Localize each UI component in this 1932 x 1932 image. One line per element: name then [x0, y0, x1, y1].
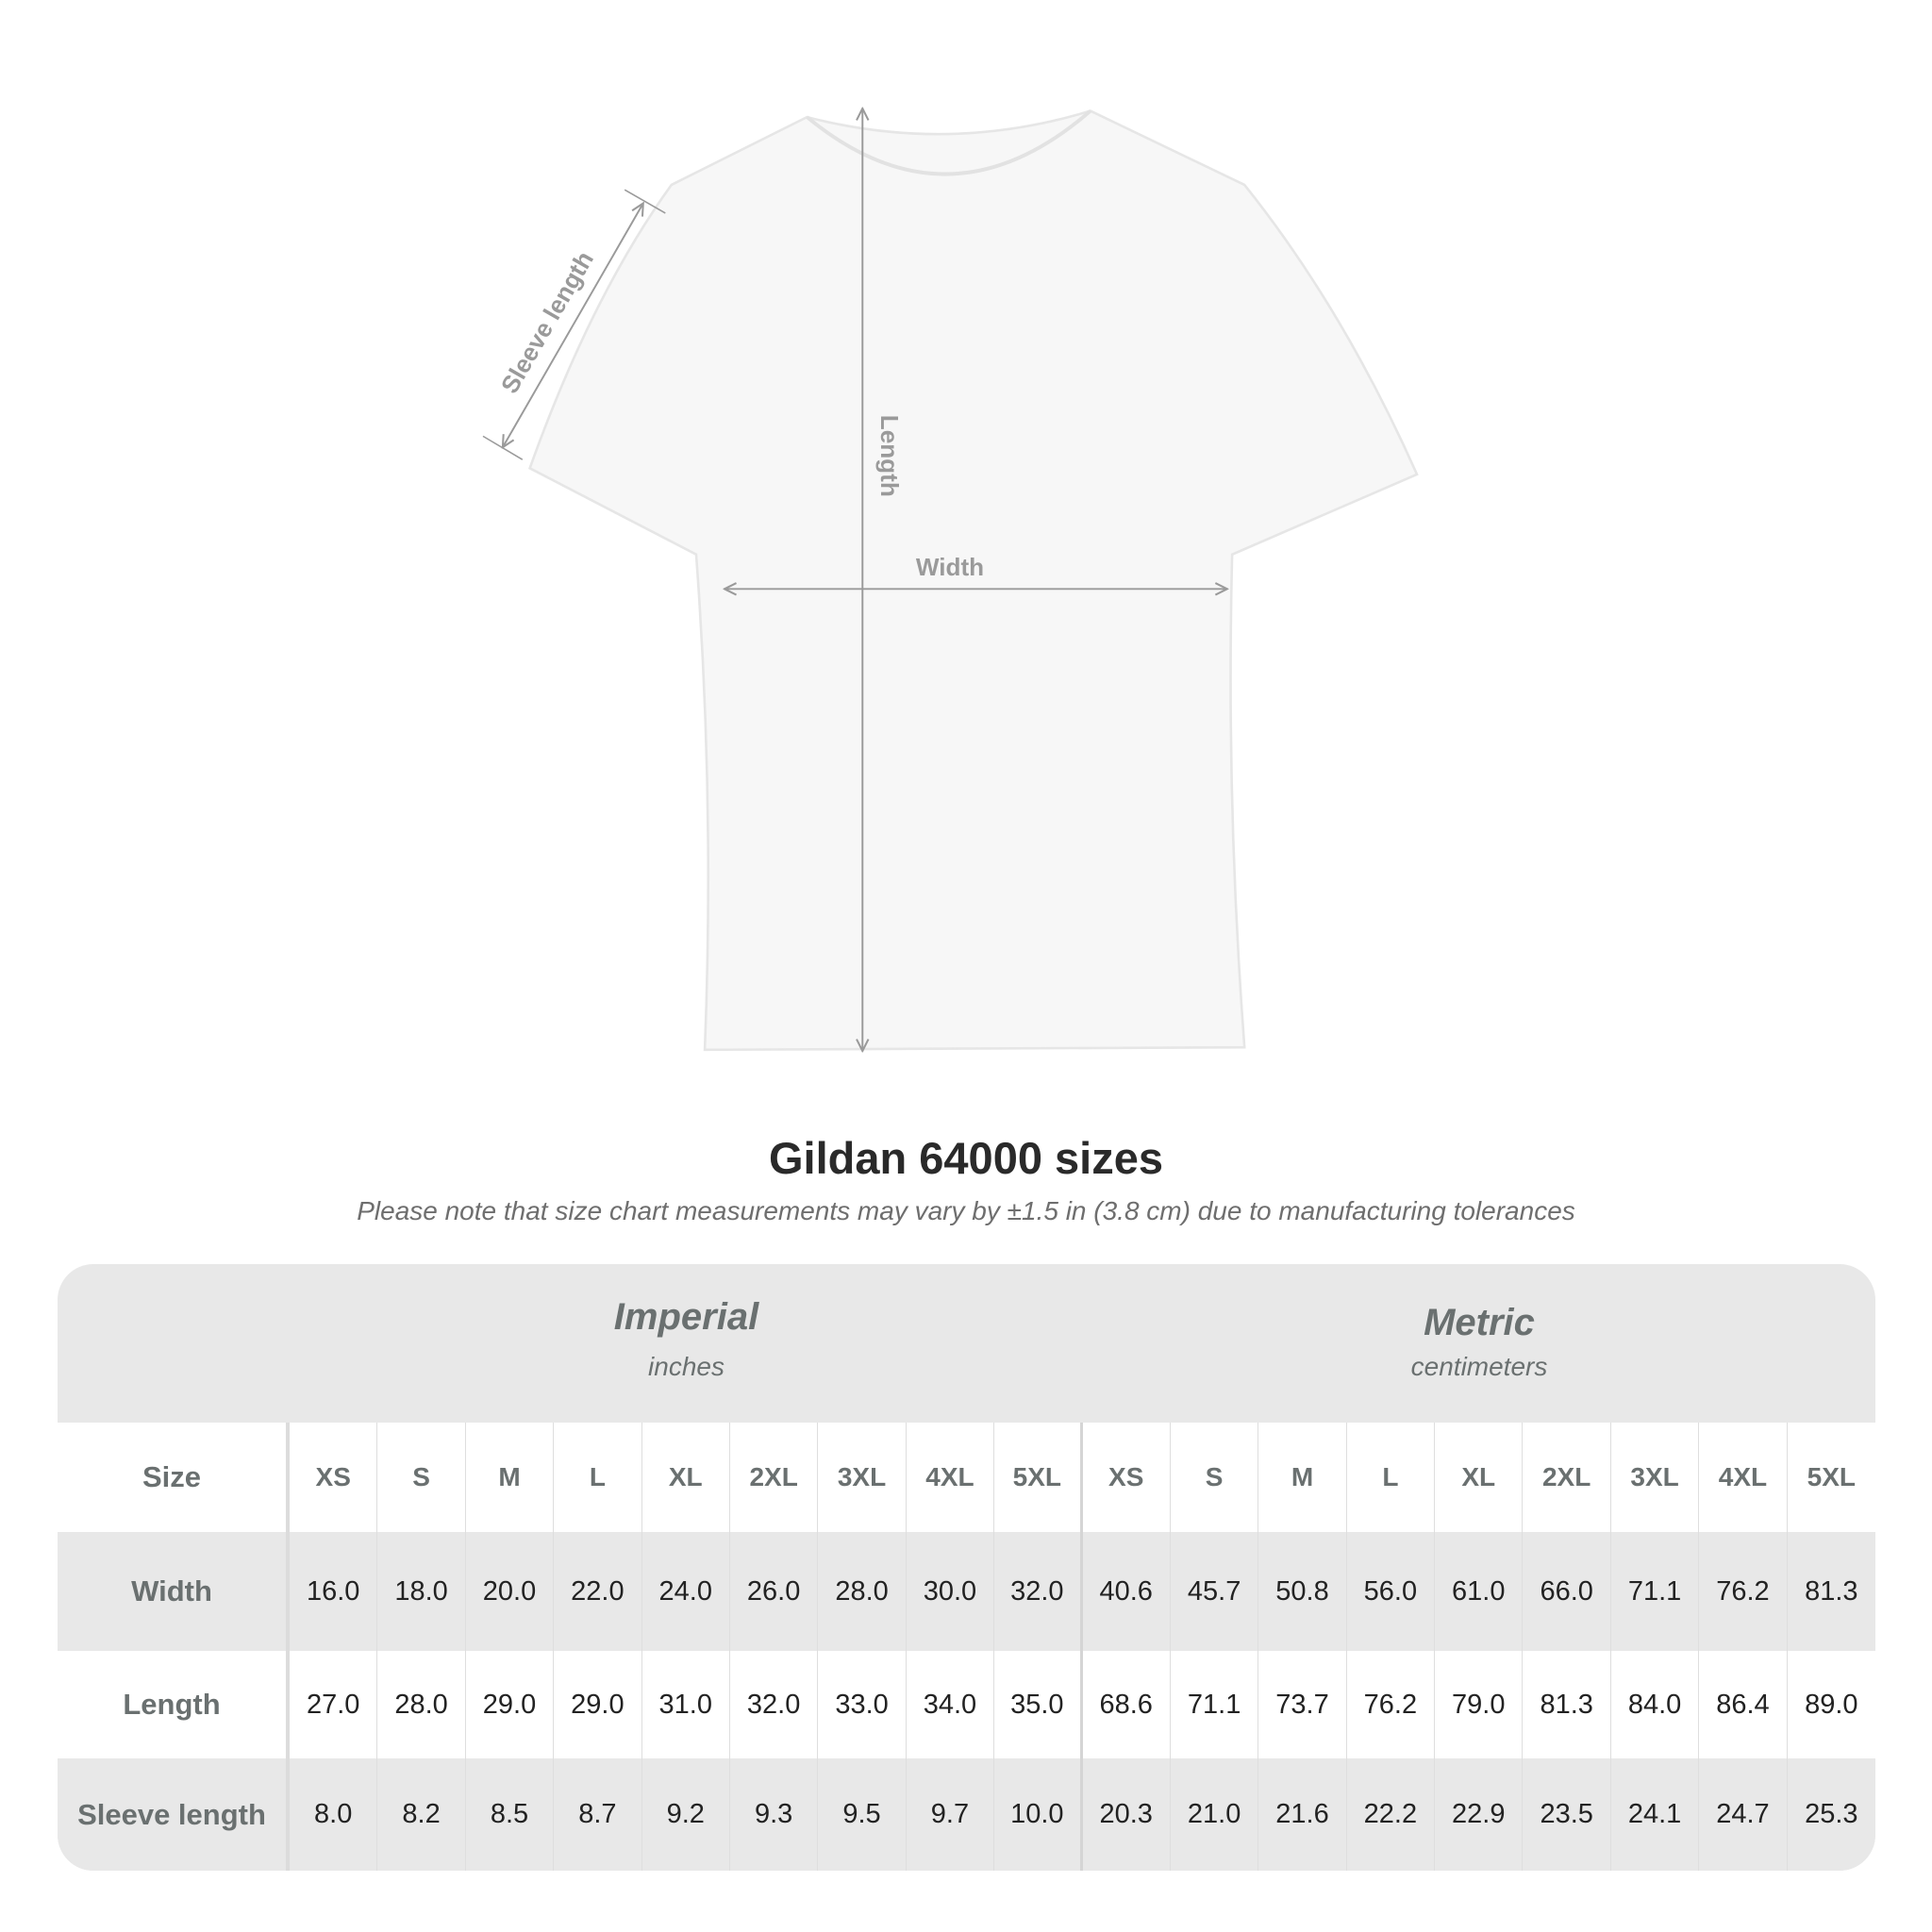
size-header-metric: XL	[1435, 1423, 1524, 1532]
table-cell-imperial: 32.0	[994, 1532, 1083, 1651]
table-cell-metric: 79.0	[1435, 1651, 1524, 1758]
table-cell-metric: 76.2	[1347, 1651, 1436, 1758]
table-cell-imperial: 16.0	[290, 1532, 378, 1651]
table-cell-imperial: 34.0	[907, 1651, 995, 1758]
size-header-imperial: 4XL	[907, 1423, 995, 1532]
table-cell-metric: 25.3	[1805, 1799, 1858, 1829]
table-cell-imperial: 26.0	[730, 1532, 819, 1651]
table-cell-imperial: 27.0	[290, 1651, 378, 1758]
table-cell-metric: 84.0	[1611, 1651, 1700, 1758]
size-header-metric: 4XL	[1699, 1423, 1788, 1532]
imperial-unit: inches	[648, 1352, 724, 1381]
size-header-imperial: XS	[290, 1423, 378, 1532]
size-header-metric: S	[1171, 1423, 1259, 1532]
table-cell-imperial: 20.0	[466, 1532, 555, 1651]
table-cell-metric: 45.7	[1171, 1532, 1259, 1651]
table-cell-metric: 40.6	[1083, 1532, 1171, 1651]
table-cell-imperial: 28.0	[377, 1651, 466, 1758]
metric-header: Metric centimeters	[1083, 1264, 1875, 1423]
table-cell-metric: 61.0	[1435, 1532, 1524, 1651]
size-header-metric: M	[1258, 1423, 1347, 1532]
table-cell-metric: 86.4	[1699, 1651, 1788, 1758]
table-cell-imperial: 31.0	[642, 1651, 730, 1758]
table-cell-imperial: 30.0	[907, 1532, 995, 1651]
table-cell-metric: 21.0	[1171, 1758, 1259, 1871]
table-cell-imperial: 29.0	[466, 1651, 555, 1758]
table-cell-imperial: 8.7	[554, 1758, 642, 1871]
page-title: Gildan 64000 sizes	[768, 1133, 1164, 1183]
width-label: Width	[916, 553, 984, 581]
table-cell-imperial: 22.0	[554, 1532, 642, 1651]
table-cell-metric: 23.5	[1523, 1758, 1611, 1871]
tolerance-note: Please note that size chart measurements…	[357, 1196, 1575, 1225]
table-cell-imperial: 28.0	[818, 1532, 907, 1651]
table-cell-metric: 76.2	[1699, 1532, 1788, 1651]
length-label: Length	[875, 415, 904, 497]
table-row: Sleeve length 8.0 8.2 8.5 8.7 9.2 9.3 9.5 9.7 10.…	[58, 1758, 1875, 1871]
table-cell-metric: 22.2	[1347, 1758, 1436, 1871]
size-header-metric: 5XL	[1807, 1462, 1857, 1491]
metric-unit: centimeters	[1410, 1352, 1548, 1381]
table-cell-imperial: 10.0	[994, 1758, 1083, 1871]
size-header-row: Size XS S M L XL 2XL 3XL 4XL 5XL XS S M L XL 2XL 3XL 4XL 5…	[58, 1423, 1875, 1532]
table-cell-imperial: 8.2	[377, 1758, 466, 1871]
table-cell-metric: 89.0	[1805, 1689, 1858, 1720]
table-row: Width 16.0 18.0 20.0 22.0 24.0 26.0 28.0 30.0 32.…	[58, 1532, 1875, 1651]
table-cell-metric: 24.7	[1699, 1758, 1788, 1871]
table-cell-imperial: 35.0	[994, 1651, 1083, 1758]
table-cell-imperial: 32.0	[730, 1651, 819, 1758]
table-row: Length 27.0 28.0 29.0 29.0 31.0 32.0 33.0 34.0 35…	[58, 1651, 1875, 1758]
table-cell-metric: 68.6	[1083, 1651, 1171, 1758]
row-label: Width	[58, 1532, 290, 1651]
table-cell-imperial: 9.7	[907, 1758, 995, 1871]
table-cell-metric: 21.6	[1258, 1758, 1347, 1871]
table-cell-metric: 24.1	[1611, 1758, 1700, 1871]
size-header-metric: L	[1347, 1423, 1436, 1532]
table-cell-imperial: 8.5	[466, 1758, 555, 1871]
table-cell-metric: 71.1	[1171, 1651, 1259, 1758]
table-cell-imperial: 24.0	[642, 1532, 730, 1651]
size-header-imperial: M	[466, 1423, 555, 1532]
imperial-title: Imperial	[613, 1296, 759, 1338]
table-cell-imperial: 9.3	[730, 1758, 819, 1871]
table-cell-metric: 81.3	[1805, 1575, 1858, 1607]
table-cell-imperial: 18.0	[377, 1532, 466, 1651]
table-cell-metric: 66.0	[1523, 1532, 1611, 1651]
table-cell-imperial: 9.2	[642, 1758, 730, 1871]
size-header-imperial: 3XL	[818, 1423, 907, 1532]
size-table: Imperial inches Metric centimeters Size X…	[58, 1264, 1875, 1871]
size-header-imperial: L	[554, 1423, 642, 1532]
table-cell-metric: 71.1	[1611, 1532, 1700, 1651]
table-cell-imperial: 9.5	[818, 1758, 907, 1871]
size-header-imperial: S	[377, 1423, 466, 1532]
size-header-metric: XS	[1083, 1423, 1171, 1532]
table-cell-metric: 73.7	[1258, 1651, 1347, 1758]
table-cell-imperial: 33.0	[818, 1651, 907, 1758]
table-cell-metric: 22.9	[1435, 1758, 1524, 1871]
size-header-imperial: XL	[642, 1423, 730, 1532]
size-header-metric: 3XL	[1611, 1423, 1700, 1532]
imperial-header: Imperial inches	[290, 1264, 1083, 1423]
metric-title: Metric	[1424, 1302, 1535, 1343]
table-cell-imperial: 29.0	[554, 1651, 642, 1758]
table-cell-metric: 20.3	[1083, 1758, 1171, 1871]
size-header-metric: 2XL	[1523, 1423, 1611, 1532]
row-label: Length	[58, 1651, 290, 1758]
table-cell-metric: 56.0	[1347, 1532, 1436, 1651]
size-header-imperial: 2XL	[730, 1423, 819, 1532]
size-header-imperial: 5XL	[994, 1423, 1083, 1532]
sleeve-arrow	[503, 204, 643, 448]
row-label: Sleeve length	[58, 1758, 290, 1871]
table-cell-metric: 81.3	[1523, 1651, 1611, 1758]
table-cell-imperial: 8.0	[290, 1758, 378, 1871]
row-label: Size	[58, 1423, 290, 1532]
table-cell-metric: 50.8	[1258, 1532, 1347, 1651]
